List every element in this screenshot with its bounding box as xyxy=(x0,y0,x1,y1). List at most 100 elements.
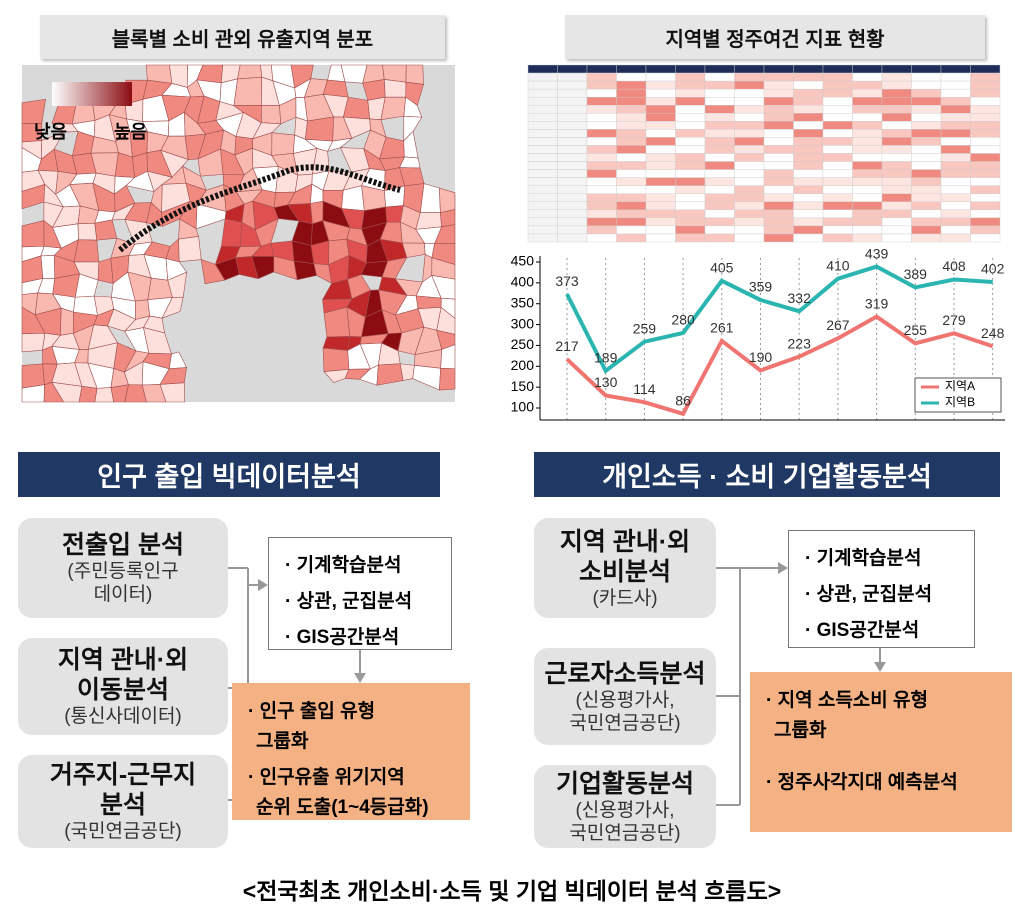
table-cell xyxy=(881,105,912,114)
table-cell xyxy=(970,193,1001,202)
legend-ramp xyxy=(52,82,132,106)
table-cell xyxy=(616,129,647,138)
table-cell xyxy=(822,137,853,146)
table-cell xyxy=(527,185,558,194)
table-cell xyxy=(645,201,676,211)
table-cell xyxy=(527,201,558,211)
data-label: 248 xyxy=(981,325,1005,341)
table-cell xyxy=(557,153,588,162)
table-cell xyxy=(852,201,883,211)
data-label: 280 xyxy=(671,312,695,328)
table-cell xyxy=(527,88,558,98)
table-cell xyxy=(940,193,971,202)
table-cell xyxy=(586,185,617,194)
table-cell xyxy=(881,137,912,146)
table-cell xyxy=(704,225,735,235)
table-cell xyxy=(911,72,942,82)
table-cell xyxy=(852,64,883,74)
table-cell xyxy=(940,217,971,227)
table-cell xyxy=(940,145,971,154)
table-cell xyxy=(557,64,588,74)
series-line xyxy=(565,314,994,417)
table-cell xyxy=(763,153,794,162)
result: · 인구유출 위기지역 xyxy=(248,767,405,788)
table-cell xyxy=(793,105,824,114)
method: · GIS공간분석 xyxy=(285,627,400,648)
map-region xyxy=(440,209,456,228)
table-cell xyxy=(911,137,942,146)
table-cell xyxy=(763,121,794,130)
map-region xyxy=(415,212,442,230)
table-cell xyxy=(616,233,647,243)
table-cell xyxy=(616,121,647,130)
map-region xyxy=(40,255,56,279)
legend-low: 낮음 xyxy=(34,122,68,142)
table-cell xyxy=(852,169,883,178)
map-region xyxy=(73,239,100,263)
table-cell xyxy=(793,64,824,74)
data-label: 255 xyxy=(904,322,928,338)
table-cell xyxy=(793,121,824,130)
table-cell xyxy=(852,121,883,130)
table-cell xyxy=(852,129,883,138)
table-cell xyxy=(527,217,558,227)
table-cell xyxy=(763,113,794,122)
table-cell xyxy=(940,225,971,235)
table-cell xyxy=(675,233,706,243)
table-cell xyxy=(970,96,1001,106)
table-cell xyxy=(881,201,912,211)
table-cell xyxy=(527,80,558,90)
source-title: 거주지-근무지 xyxy=(49,761,197,789)
table-cell xyxy=(675,121,706,130)
table-cell xyxy=(616,80,647,90)
table-cell xyxy=(645,169,676,178)
result: · 인구 출입 유형 xyxy=(248,701,376,722)
table-cell xyxy=(940,72,971,82)
table-cell xyxy=(734,137,765,146)
table-cell xyxy=(586,88,617,98)
table-cell xyxy=(586,129,617,138)
table-cell xyxy=(586,80,617,90)
arrowheads xyxy=(258,562,886,683)
source-note: (국민연금공단) xyxy=(64,821,182,842)
data-label: 189 xyxy=(594,350,618,366)
table-cell xyxy=(940,153,971,162)
table-cell xyxy=(645,64,676,74)
y-tick-label: 200 xyxy=(511,357,535,373)
table-cell xyxy=(704,209,735,219)
table-cell xyxy=(852,72,883,82)
table-cell xyxy=(881,129,912,138)
table-cell xyxy=(704,233,735,243)
map-region xyxy=(21,332,46,353)
table-cell xyxy=(527,233,558,243)
table-cell xyxy=(586,153,617,162)
table-cell xyxy=(734,153,765,162)
table-cell xyxy=(793,225,824,235)
table-cell xyxy=(675,64,706,74)
map-region xyxy=(310,200,324,225)
table-cell xyxy=(645,88,676,98)
table-cell xyxy=(940,113,971,122)
table-cell xyxy=(793,113,824,122)
source-title: 기업활동분석 xyxy=(555,769,694,798)
table-cell xyxy=(852,145,883,154)
table-cell xyxy=(881,177,912,186)
table-cell xyxy=(940,233,971,243)
data-label: 389 xyxy=(904,266,928,282)
table-cell xyxy=(704,153,735,162)
table-cell xyxy=(822,80,853,90)
result: · 지역 소득소비 유형 xyxy=(766,690,929,711)
table-cell xyxy=(616,185,647,194)
table-cell xyxy=(704,217,735,227)
table-cell xyxy=(940,80,971,90)
table-cell xyxy=(734,169,765,178)
map-region xyxy=(237,64,263,80)
table-cell xyxy=(557,185,588,194)
data-label: 439 xyxy=(865,245,889,261)
table-cell xyxy=(586,193,617,202)
map-region xyxy=(21,363,45,389)
data-label: 86 xyxy=(675,393,691,409)
table-cell xyxy=(704,193,735,202)
table-cell xyxy=(911,80,942,90)
